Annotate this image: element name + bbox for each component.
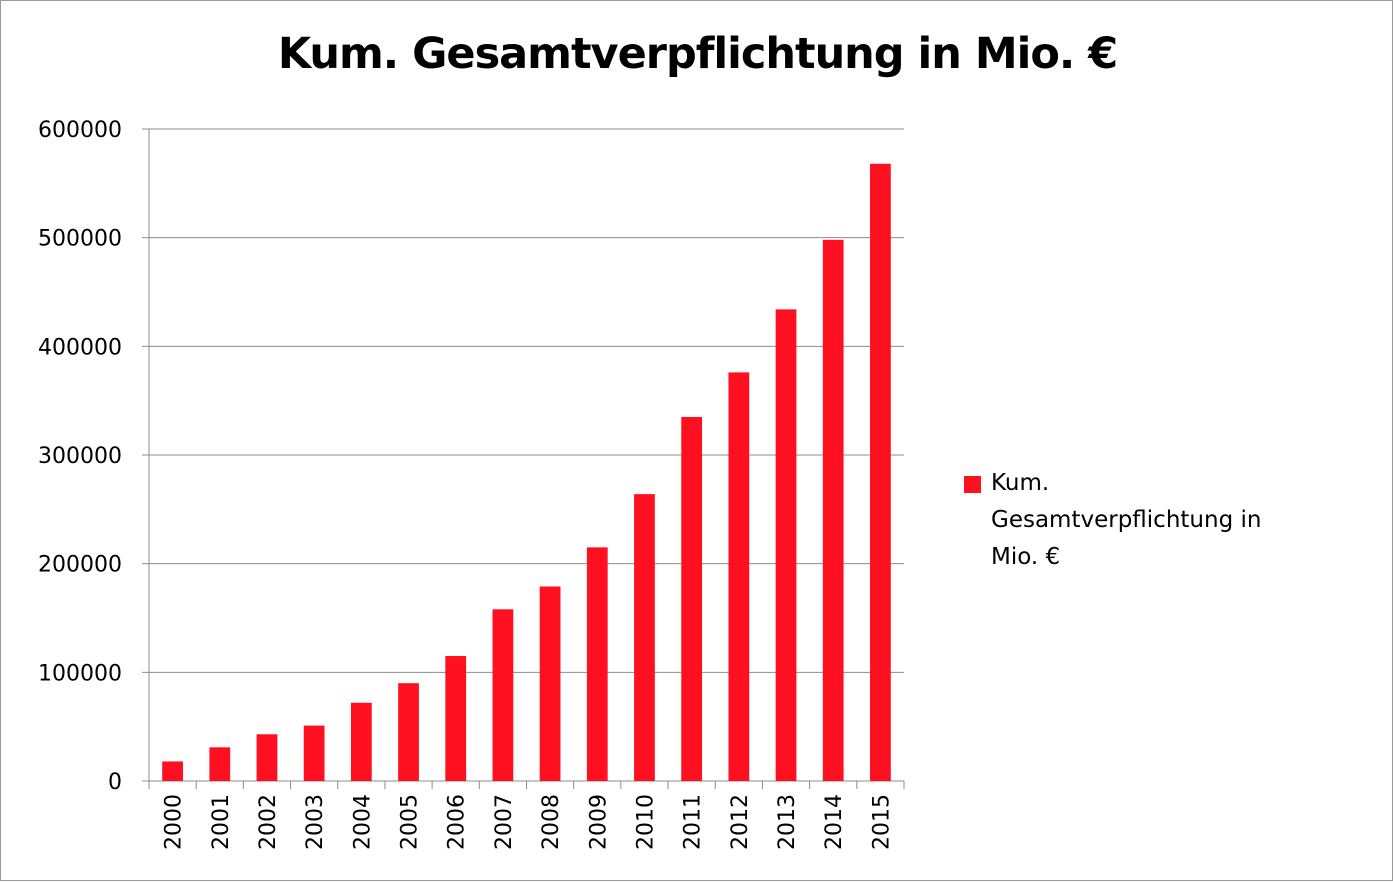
chart-title: Kum. Gesamtverpflichtung in Mio. € — [277, 29, 1118, 79]
bar-2014 — [822, 239, 844, 782]
bar-2004 — [350, 702, 372, 781]
bar-2000 — [162, 761, 183, 781]
legend-swatch — [964, 476, 981, 493]
x-tick-label: 2008 — [539, 794, 564, 850]
x-tick-label: 2011 — [681, 794, 706, 850]
y-tick-label: 100000 — [38, 661, 122, 686]
x-tick-label: 2001 — [209, 794, 234, 850]
y-tick-label: 0 — [108, 770, 122, 795]
bar-2015 — [870, 163, 891, 782]
y-tick-label: 200000 — [38, 553, 122, 578]
bar-2010 — [634, 494, 655, 781]
y-tick-label: 400000 — [38, 335, 122, 360]
x-tick-label: 2004 — [350, 794, 375, 850]
x-tick-label: 2012 — [728, 794, 753, 850]
bar-2011 — [681, 416, 703, 781]
x-tick-label: 2014 — [822, 794, 847, 850]
x-tick-label: 2005 — [398, 794, 423, 850]
legend-label: Kum. Gesamtverpflichtung in Mio. € — [991, 470, 1262, 570]
bar-2003 — [303, 725, 325, 781]
y-tick-label: 600000 — [38, 118, 122, 143]
x-tick-label: 2010 — [633, 794, 658, 850]
x-tick-label: 2000 — [162, 794, 187, 850]
x-tick-label: 2013 — [775, 794, 800, 850]
bar-2005 — [398, 683, 419, 781]
x-tick-label: 2009 — [586, 794, 611, 850]
x-tick-label: 2003 — [303, 794, 328, 850]
bar-2001 — [209, 747, 231, 781]
bar-2009 — [586, 547, 608, 781]
bar-2007 — [492, 609, 514, 781]
x-tick-label: 2006 — [445, 794, 470, 850]
bar-2012 — [728, 372, 750, 781]
x-tick-label: 2002 — [256, 794, 281, 850]
y-tick-label: 500000 — [38, 227, 122, 252]
x-tick-label: 2007 — [492, 794, 517, 850]
y-tick-label: 300000 — [38, 444, 122, 469]
x-tick-label: 2015 — [869, 794, 894, 850]
bar-2013 — [775, 309, 797, 781]
bar-2008 — [539, 586, 561, 781]
bar-2006 — [445, 656, 467, 781]
bar-2002 — [256, 734, 278, 781]
